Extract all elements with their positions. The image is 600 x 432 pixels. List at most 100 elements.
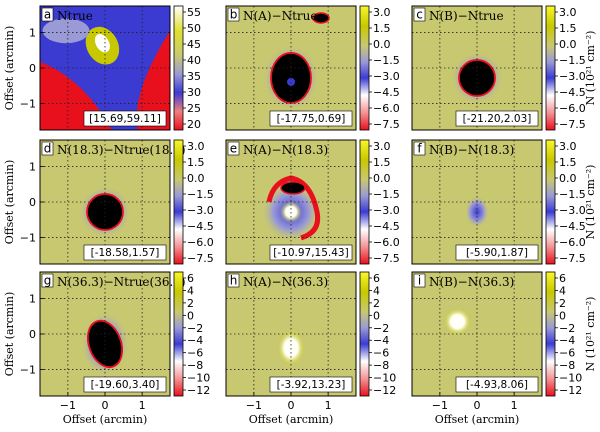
colorbar-tick-label: −7.5 <box>559 118 586 131</box>
x-tick-label: −1 <box>60 399 76 412</box>
panel-d: d N(18.3)−Ntrue(18.3) [-18.58,1.57] 1 0 −1 Off… <box>3 139 214 265</box>
colorbar-tick-label: 1.5 <box>187 156 205 169</box>
colorbar-label: N (10²¹ cm⁻²) <box>584 297 597 372</box>
x-tick-label: 0 <box>288 399 295 412</box>
colorbar-tick-label: −6.0 <box>559 102 586 115</box>
panel-letter: h <box>230 274 238 288</box>
map-feature <box>280 200 302 223</box>
colorbar-tick-label: 55 <box>187 6 201 19</box>
colorbar-tick-label: 40 <box>187 54 201 67</box>
colorbar <box>359 139 370 265</box>
colorbar-tick-label: 1.5 <box>559 22 577 35</box>
colorbar <box>359 5 370 131</box>
range-box <box>455 110 539 127</box>
colorbar-tick-label: 0 <box>187 309 194 322</box>
panel-title: N(36.3)−Ntrue(36.3) <box>57 275 186 289</box>
colorbar-tick-label: 3.0 <box>559 6 577 19</box>
map-feature <box>312 12 330 24</box>
panel-letter: e <box>230 142 237 156</box>
colorbar-tick-label: −4.5 <box>559 220 586 233</box>
colorbar-tick-label: 0.0 <box>373 38 391 51</box>
colorbar-tick-label: −4.5 <box>373 86 400 99</box>
colorbar-tick-label: −6.0 <box>187 236 214 249</box>
y-tick-label: 1 <box>29 293 36 306</box>
y-tick-label: 0 <box>29 196 36 209</box>
colorbar-tick-label: −1.5 <box>373 188 400 201</box>
colorbar-tick-label: −6 <box>187 347 203 360</box>
colorbar-tick-label: −1.5 <box>187 188 214 201</box>
panel-letter: g <box>44 274 52 288</box>
x-tick-label: 1 <box>325 399 332 412</box>
colorbar <box>173 271 184 397</box>
colorbar-tick-label: −3.0 <box>373 70 400 83</box>
colorbar-tick-label: 4 <box>187 284 194 297</box>
colorbar-tick-label: −3.0 <box>559 204 586 217</box>
range-box <box>269 110 353 127</box>
map-feature <box>266 175 321 241</box>
x-axis-label: Offset (arcmin) <box>435 413 520 426</box>
range-label: [-3.92,13.23] <box>277 379 346 391</box>
colorbar-tick-label: 4 <box>559 284 566 297</box>
colorbar-tick-label: −10 <box>559 372 582 385</box>
colorbar-tick-label: 35 <box>187 70 201 83</box>
range-box <box>83 376 167 393</box>
panel-e: e N(A)−N(18.3) [-10.97,15.43] 3.0 1.5 0.0 −1.5… <box>225 139 400 265</box>
colorbar-tick-label: −7.5 <box>373 252 400 265</box>
panel-b: b N(A)−Ntrue [-17.75,0.69] 3.0 1.5 0.0 −1.5 −3.… <box>225 5 400 131</box>
colorbar-tick-label: 3.0 <box>373 140 391 153</box>
range-label: [15.69,59.11] <box>89 113 161 125</box>
colorbar-label: N (10²¹ cm⁻²) <box>584 165 597 240</box>
colorbar-tick-label: −8 <box>187 359 203 372</box>
colorbar-tick-label: 2 <box>187 297 194 310</box>
map-feature <box>94 34 110 53</box>
y-axis-label: Offset (arcmin) <box>3 292 16 377</box>
panel-title: N(B)−Ntrue <box>429 9 504 23</box>
colorbar-tick-label: −2 <box>373 322 389 335</box>
colorbar-tick-label: −4 <box>373 334 389 347</box>
colorbar-tick-label: 2 <box>373 297 380 310</box>
colorbar-tick-label: 0.0 <box>559 172 577 185</box>
colorbar-tick-label: −7.5 <box>559 252 586 265</box>
x-axis-label: Offset (arcmin) <box>249 413 334 426</box>
panel-letter-box <box>227 7 240 22</box>
panel-letter-box <box>227 273 240 288</box>
y-tick-label: 1 <box>29 27 36 40</box>
range-label: [-4.93,8.06] <box>466 379 528 391</box>
panel-title: N(B)−N(36.3) <box>429 275 514 289</box>
range-box <box>455 376 539 393</box>
range-label: [-5.90,1.87] <box>466 247 528 259</box>
colorbar <box>173 139 184 265</box>
x-tick-label: 0 <box>102 399 109 412</box>
panel-title: N(A)−Ntrue <box>243 9 317 23</box>
colorbar-tick-label: 4 <box>373 284 380 297</box>
colorbar-tick-label: −10 <box>373 372 396 385</box>
panel-letter-box <box>41 141 54 156</box>
colorbar-tick-label: 45 <box>187 38 201 51</box>
colorbar-tick-label: −8 <box>373 359 389 372</box>
colorbar-tick-label: 3.0 <box>187 140 205 153</box>
y-tick-label: 1 <box>29 161 36 174</box>
colorbar-tick-label: 1.5 <box>373 22 391 35</box>
colorbar-tick-label: −3.0 <box>373 204 400 217</box>
range-label: [-18.58,1.57] <box>91 247 160 259</box>
colorbar-tick-label: 6 <box>559 272 566 285</box>
colorbar-tick-label: −6.0 <box>373 102 400 115</box>
map-feature <box>458 59 496 97</box>
colorbar-tick-label: −2 <box>187 322 203 335</box>
colorbar-tick-label: −1.5 <box>373 54 400 67</box>
colorbar-tick-label: −4.5 <box>373 220 400 233</box>
range-label: [-21.20,2.03] <box>463 113 532 125</box>
range-label: [-19.60,3.40] <box>91 379 160 391</box>
map-feature <box>86 319 124 369</box>
panel-letter: i <box>418 274 421 288</box>
panel-title: N(B)−N(18.3) <box>429 143 514 157</box>
axes-frame <box>411 139 543 265</box>
range-box <box>83 244 167 261</box>
map-feature <box>465 195 489 228</box>
colorbar-tick-label: 0.0 <box>373 172 391 185</box>
range-box <box>455 244 539 261</box>
map-feature <box>277 329 305 366</box>
y-tick-label: 0 <box>29 328 36 341</box>
